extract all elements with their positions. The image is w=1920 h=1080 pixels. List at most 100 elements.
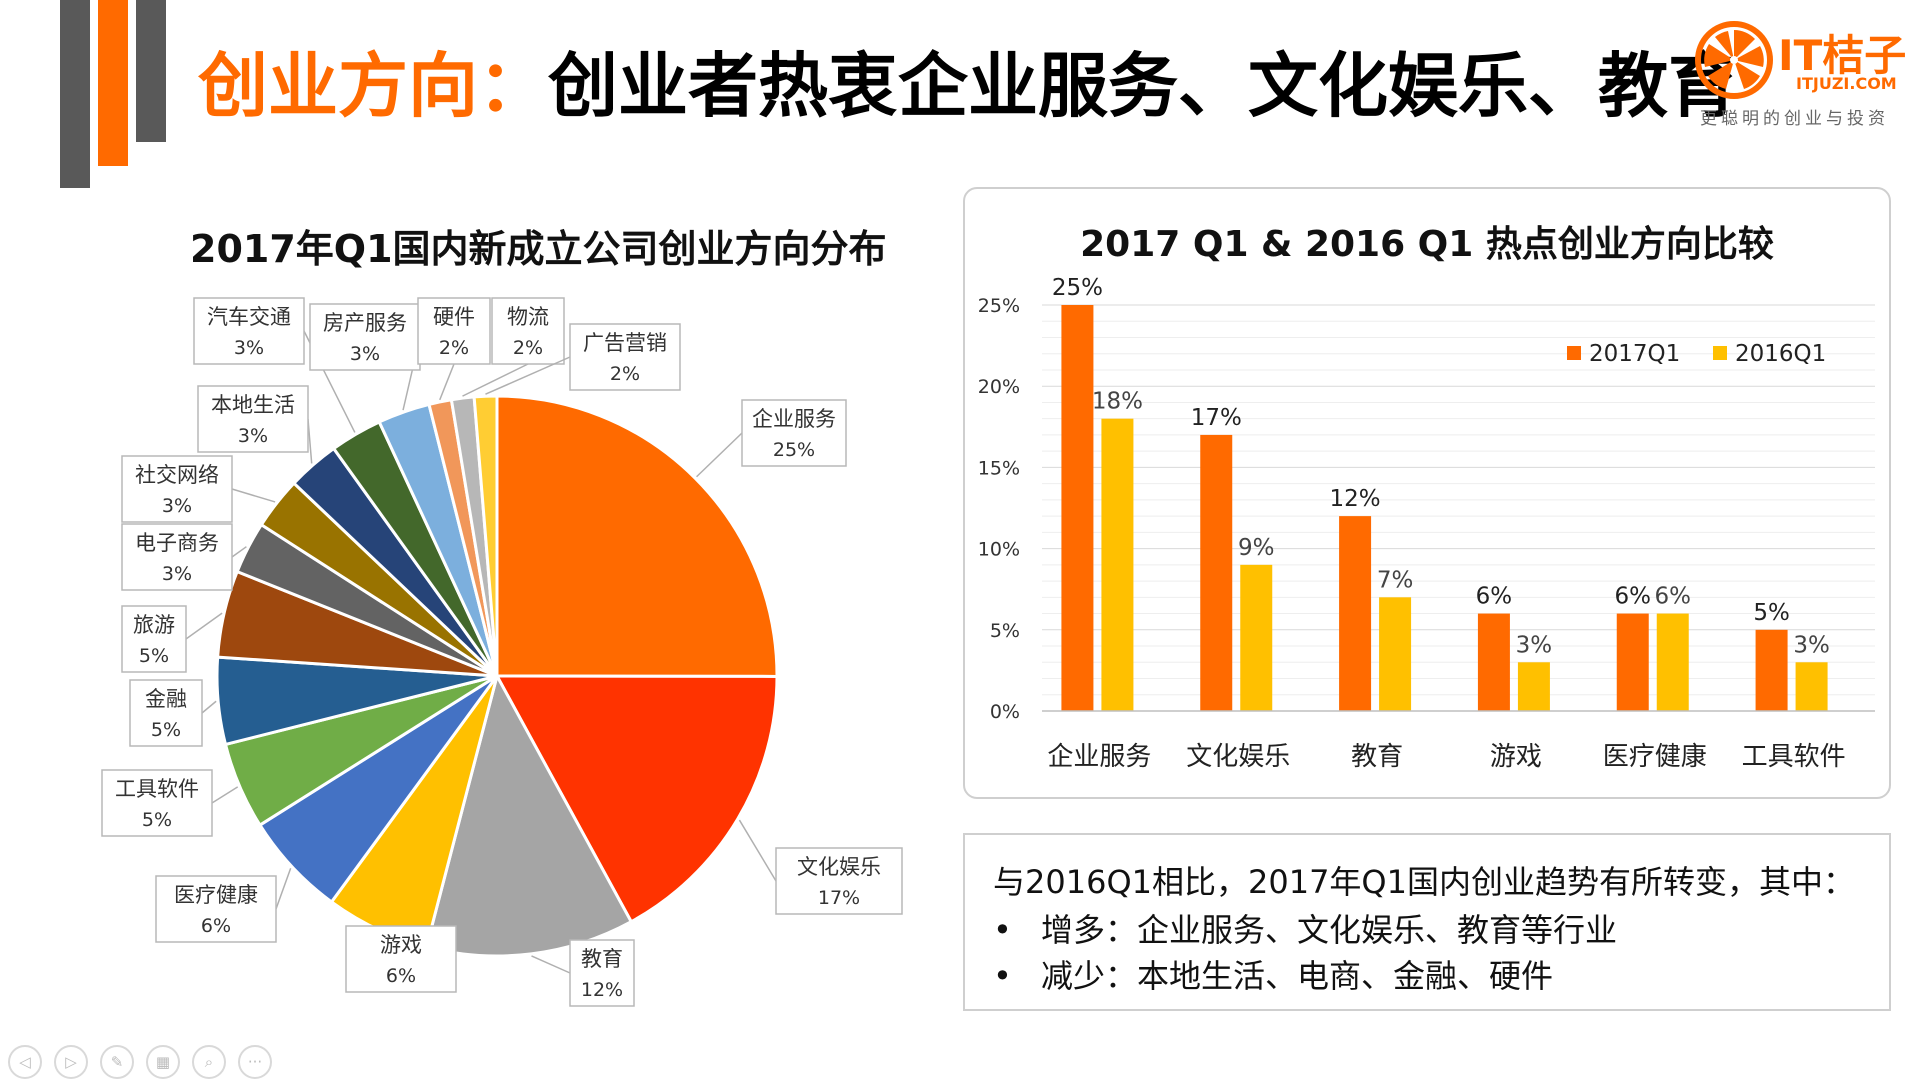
bar-2017Q1-5 — [1755, 629, 1788, 711]
pie-leader-line — [439, 363, 455, 401]
bar-2017Q1-3 — [1477, 613, 1510, 711]
pie-label-box — [197, 385, 309, 453]
bar-value-label: 5% — [1753, 600, 1790, 626]
summary-item-text: 减少：本地生活、电商、金融、硬件 — [1041, 957, 1554, 995]
title-colon: ： — [478, 44, 548, 127]
pie-label-name: 硬件 — [433, 305, 475, 329]
title-prefix: 创业方向 — [198, 44, 478, 127]
zoom-icon[interactable]: ⌕ — [192, 1045, 226, 1079]
pie-slice-0 — [495, 394, 779, 678]
pie-label-box — [741, 399, 847, 467]
pie-label-value: 6% — [201, 915, 231, 937]
pie-leader-line — [531, 955, 571, 974]
more-options-icon[interactable]: ··· — [238, 1045, 272, 1079]
bar-2016Q1-3 — [1517, 662, 1550, 711]
pie-leader-line — [738, 819, 777, 882]
pie-label-value: 5% — [139, 645, 169, 667]
pie-label-box — [345, 925, 457, 993]
bar-value-label: 6% — [1655, 584, 1692, 610]
pie-leader-line — [211, 786, 239, 804]
pie-label-value: 25% — [773, 439, 815, 461]
page-title: 创业方向 ： 创业者热衷企业服务、文化娱乐、教育 — [198, 30, 1738, 130]
pie-leader-line — [462, 363, 529, 397]
pie-leader-line — [201, 700, 217, 714]
bullet: • — [993, 911, 1012, 949]
pie-label-value: 2% — [610, 363, 640, 385]
pie-label-name: 医疗健康 — [174, 883, 258, 907]
slide-grid-icon[interactable]: ▦ — [146, 1045, 180, 1079]
next-slide-icon[interactable]: ▷ — [54, 1045, 88, 1079]
bar-2017Q1-4 — [1616, 613, 1649, 711]
logo-url: ITJUZI.COM — [1796, 74, 1897, 93]
bar-2016Q1-0 — [1101, 418, 1134, 711]
pie-label-box — [309, 303, 421, 371]
pie-label-box — [569, 939, 635, 1007]
pie-slice-15 — [472, 394, 499, 677]
summary-headline: 与2016Q1相比，2017年Q1国内创业趋势有所转变，其中： — [993, 863, 1855, 901]
pie-leader-line — [231, 488, 276, 503]
bar-chart-panel: 2017 Q1 & 2016 Q1 热点创业方向比较 0% 5% 10% 15% 20%… — [963, 187, 1891, 799]
bar-value-label: 12% — [1330, 486, 1381, 512]
pie-chart: 企业服务 25% 文化娱乐 17% 教育 12% 游戏 6% 医疗健康 6% 工具软件 5% 金融 5% 旅… — [101, 297, 903, 1007]
bar-value-label: 7% — [1377, 567, 1414, 593]
pie-label-value: 2% — [513, 337, 543, 359]
pie-label-name: 游戏 — [380, 933, 422, 957]
title-main: 创业者热衷企业服务、文化娱乐、教育 — [548, 44, 1738, 127]
pie-label-name: 企业服务 — [752, 407, 836, 431]
legend-label: 2016Q1 — [1735, 341, 1826, 367]
pie-label-name: 文化娱乐 — [797, 855, 881, 879]
bar-value-label: 25% — [1052, 275, 1103, 301]
pie-label-value: 17% — [818, 887, 860, 909]
bar-category-label: 医疗健康 — [1603, 742, 1707, 772]
decor-bar-gray-2 — [136, 0, 166, 142]
pie-label-name: 金融 — [145, 687, 187, 711]
bar-chart-title: 2017 Q1 & 2016 Q1 热点创业方向比较 — [1080, 224, 1774, 265]
pie-label-box — [491, 297, 565, 365]
pie-chart-title: 2017年Q1国内新成立公司创业方向分布 — [190, 227, 887, 271]
bar-category-label: 文化娱乐 — [1186, 742, 1290, 772]
pie-label-box — [121, 523, 233, 591]
pie-label-name: 社交网络 — [135, 463, 219, 487]
pie-label-value: 5% — [142, 809, 172, 831]
pie-label-name: 房产服务 — [323, 311, 407, 335]
bar-chart: 0% 5% 10% 15% 20% 25% 25% 18% 企业服务 17% 9% 文化娱乐 12% 7%… — [978, 275, 1875, 772]
pen-icon[interactable]: ✎ — [100, 1045, 134, 1079]
bar-ytick-label: 20% — [978, 376, 1020, 398]
pie-label-value: 3% — [234, 337, 264, 359]
logo-slogan: 更聪明的创业与投资 — [1700, 109, 1889, 129]
prev-slide-icon[interactable]: ◁ — [8, 1045, 42, 1079]
summary-item-decrease: • 减少：本地生活、电商、金融、硬件 — [993, 951, 1553, 997]
pie-label-box — [121, 455, 233, 523]
pie-label-value: 3% — [162, 563, 192, 585]
pie-label-box — [417, 297, 491, 365]
pie-leader-line — [231, 546, 247, 558]
bar-2016Q1-4 — [1656, 613, 1689, 711]
pie-label-box — [775, 847, 903, 915]
brand-logo: IT桔子 ITJUZI.COM 更聪明的创业与投资 — [1690, 18, 1906, 133]
pie-label-value: 5% — [151, 719, 181, 741]
pie-label-name: 广告营销 — [583, 331, 667, 355]
bar-2017Q1-2 — [1339, 516, 1372, 711]
pie-label-value: 3% — [350, 343, 380, 365]
bar-value-label: 18% — [1092, 389, 1143, 415]
pie-label-name: 旅游 — [133, 613, 175, 637]
bar-category-label: 教育 — [1351, 742, 1403, 772]
pie-leader-line — [275, 867, 292, 910]
pie-label-value: 6% — [386, 965, 416, 987]
orange-slice-icon — [1695, 21, 1773, 99]
bar-value-label: 3% — [1516, 632, 1553, 658]
legend-swatch — [1713, 346, 1727, 360]
bar-ytick-label: 0% — [990, 701, 1020, 723]
bar-ytick-label: 25% — [978, 295, 1020, 317]
pie-label-name: 工具软件 — [115, 777, 199, 801]
pie-slice-1 — [494, 674, 779, 924]
legend-label: 2017Q1 — [1589, 341, 1680, 367]
pie-label-box — [569, 323, 681, 391]
bar-value-label: 9% — [1238, 535, 1275, 561]
pie-label-name: 物流 — [507, 305, 549, 329]
pie-label-box — [101, 769, 213, 837]
bar-value-label: 6% — [1476, 584, 1513, 610]
pie-label-name: 汽车交通 — [207, 305, 291, 329]
summary-item-increase: • 增多：企业服务、文化娱乐、教育等行业 — [993, 905, 1617, 951]
pie-label-box — [121, 605, 187, 673]
